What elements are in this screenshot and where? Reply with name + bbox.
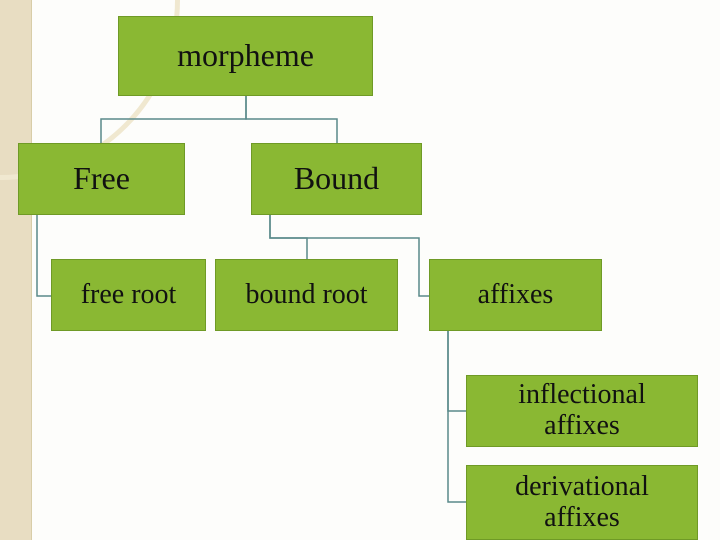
node-affixes: affixes	[429, 259, 602, 331]
node-label: bound root	[245, 280, 367, 311]
node-label: derivational affixes	[515, 472, 649, 534]
node-label: affixes	[478, 280, 554, 311]
node-label: Free	[73, 161, 130, 196]
node-derivational: derivational affixes	[466, 465, 698, 540]
node-morpheme: morpheme	[118, 16, 373, 96]
node-inflectional: inflectional affixes	[466, 375, 698, 447]
node-label: morpheme	[177, 38, 314, 73]
node-bound-root: bound root	[215, 259, 398, 331]
node-label: Bound	[294, 161, 379, 196]
node-free: Free	[18, 143, 185, 215]
node-label: free root	[81, 280, 177, 311]
node-free-root: free root	[51, 259, 206, 331]
node-label: inflectional affixes	[518, 380, 646, 442]
node-bound: Bound	[251, 143, 422, 215]
